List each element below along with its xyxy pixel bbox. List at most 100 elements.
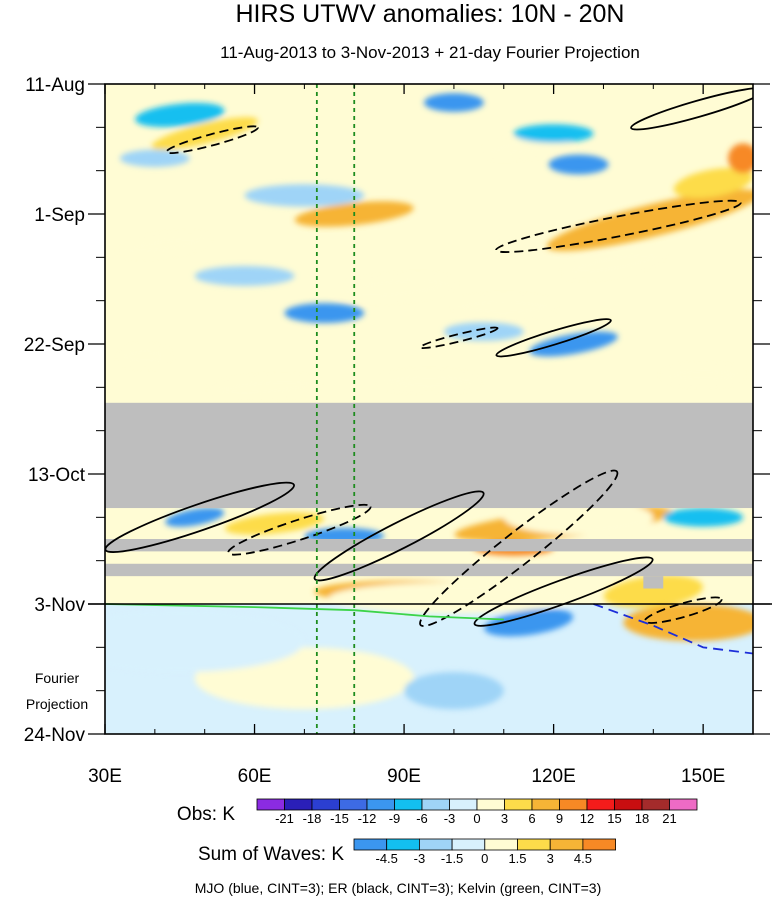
obs-colorbar-swatch <box>421 798 450 811</box>
obs-colorbar-swatch <box>256 798 285 811</box>
waves-colorbar-tick-label: -3 <box>414 851 426 866</box>
anomaly-layer <box>105 93 753 710</box>
obs-colorbar-tick-label: -18 <box>303 811 322 826</box>
kelvin-contour <box>105 603 504 621</box>
plot-frame <box>104 83 754 735</box>
anomaly-blob <box>120 234 210 256</box>
obs-colorbar-swatch <box>641 798 670 811</box>
obs-colorbar-tick-label: 0 <box>473 811 480 826</box>
y-tick-label: 1-Sep <box>34 205 85 226</box>
anomaly-blob <box>663 508 744 527</box>
waves-colorbar-swatch <box>549 838 584 851</box>
anomaly-blob <box>244 184 365 207</box>
er-contour <box>419 326 499 350</box>
anomaly-blob <box>105 610 305 673</box>
missing-data-layer <box>105 402 753 589</box>
obs-colorbar-tick-label: 15 <box>607 811 621 826</box>
axes-layer: 30E 60E 90E 120E 150E 11-Aug 1-Sep 22-Sep 13-Oct… <box>24 75 770 787</box>
obs-colorbar-tick-label: -3 <box>444 811 456 826</box>
er-contour <box>495 318 612 358</box>
y-tick-label: 24-Nov <box>24 725 86 746</box>
anomaly-blob <box>404 672 504 710</box>
anomaly-blob <box>165 507 225 527</box>
x-tick-label: 150E <box>681 766 725 787</box>
waves-colorbar-swatch <box>484 838 518 851</box>
plot-area <box>105 84 753 734</box>
anomaly-blob <box>119 149 190 167</box>
anomaly-blob <box>224 512 325 535</box>
obs-colorbar-tick-label: 12 <box>580 811 594 826</box>
fourier-label-line1: Fourier <box>35 670 80 686</box>
waves-colorbar-tick-label: 4.5 <box>574 851 592 866</box>
y-tick-label: 13-Oct <box>28 465 86 486</box>
anomaly-blob <box>119 347 170 366</box>
waves-colorbar-tick-label: 1.5 <box>508 851 526 866</box>
er-contour <box>473 556 654 627</box>
obs-colorbar-tick-label: -6 <box>416 811 428 826</box>
fourier-label-line2: Projection <box>26 696 88 712</box>
anomaly-blob <box>513 124 594 143</box>
er-contour <box>643 596 723 624</box>
anomaly-blob <box>443 322 524 341</box>
anomaly-blob <box>424 93 484 112</box>
x-tick-label: 90E <box>387 766 421 787</box>
obs-colorbar-tick-label: 9 <box>556 811 563 826</box>
anomaly-blob <box>564 250 663 277</box>
anomaly-blob <box>329 582 579 614</box>
er-contour <box>495 199 742 253</box>
waves-colorbar-swatch <box>451 838 486 851</box>
obs-colorbar: Obs: K -21 -18 -15 -12 -9 -6 -3 0 3 6 9 12 15 18 21 <box>177 798 698 826</box>
waves-colorbar-swatch <box>418 838 453 851</box>
anomaly-blob <box>503 499 654 535</box>
y-tick-label: 3-Nov <box>34 595 85 616</box>
er-contour <box>313 490 485 582</box>
waves-colorbar-label: Sum of Waves: K <box>198 844 344 865</box>
missing-data-band <box>105 402 753 509</box>
x-tick-label: 60E <box>238 766 272 787</box>
anomaly-blob <box>151 117 258 150</box>
missing-data-band <box>105 539 753 552</box>
waves-colorbar-tick-label: -1.5 <box>441 851 463 866</box>
obs-colorbar-swatch <box>614 798 643 811</box>
obs-colorbar-tick-label: 6 <box>528 811 535 826</box>
er-contour <box>227 503 372 556</box>
anomaly-blob <box>453 296 554 317</box>
obs-colorbar-swatch <box>669 798 698 811</box>
er-contour <box>419 469 619 627</box>
obs-colorbar-tick-label: -21 <box>275 811 294 826</box>
obs-colorbar-tick-label: -12 <box>358 811 377 826</box>
obs-colorbar-swatch <box>284 798 313 811</box>
obs-colorbar-tick-label: -15 <box>330 811 349 826</box>
x-tick-label: 120E <box>531 766 575 787</box>
waves-colorbar-swatch <box>582 838 617 851</box>
missing-data-band <box>643 576 664 589</box>
anomaly-blob <box>194 266 295 286</box>
er-contour <box>630 87 753 131</box>
waves-colorbar-tick-label: -4.5 <box>375 851 397 866</box>
obs-colorbar-swatch <box>339 798 368 811</box>
obs-colorbar-swatch <box>449 798 478 811</box>
obs-colorbar-tick-label: 18 <box>635 811 649 826</box>
anomaly-blob <box>623 604 753 642</box>
anomaly-blob <box>663 366 744 384</box>
obs-colorbar-swatch <box>559 798 588 811</box>
obs-colorbar-swatch <box>366 798 395 811</box>
obs-colorbar-swatch <box>531 798 560 811</box>
anomaly-blob <box>603 575 703 608</box>
obs-colorbar-tick-label: 3 <box>501 811 508 826</box>
chart-title: HIRS UTWV anomalies: 10N - 20N <box>235 0 624 28</box>
anomaly-blob <box>135 102 225 127</box>
obs-colorbar-tick-label: -9 <box>389 811 401 826</box>
anomaly-blob <box>546 189 753 251</box>
waves-colorbar: Sum of Waves: K -4.5 -3 -1.5 0 1.5 3 4.5 <box>198 838 617 866</box>
anomaly-blob <box>548 154 609 175</box>
y-tick-label: 11-Aug <box>25 75 85 96</box>
anomaly-blob <box>334 276 454 301</box>
anomaly-blob <box>284 303 365 323</box>
waves-colorbar-swatch <box>517 838 551 851</box>
anomaly-blob <box>529 331 618 357</box>
legend-note: MJO (blue, CINT=3); ER (black, CINT=3); … <box>195 880 602 896</box>
obs-colorbar-swatch <box>476 798 505 811</box>
anomaly-blob <box>484 608 574 637</box>
